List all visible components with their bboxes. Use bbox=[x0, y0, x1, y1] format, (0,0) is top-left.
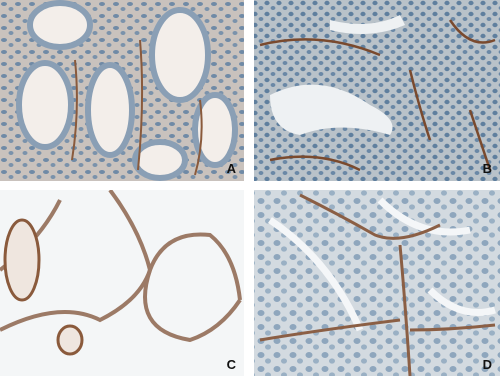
panel-b: B bbox=[254, 0, 500, 181]
panel-label: C bbox=[227, 357, 237, 372]
panel-a: A bbox=[0, 0, 244, 181]
panel-label: A bbox=[227, 161, 237, 176]
panel-c: C bbox=[0, 188, 244, 376]
panel-label: D bbox=[483, 357, 492, 372]
panel-d: D bbox=[254, 190, 500, 376]
gutter bbox=[0, 181, 500, 190]
panel-label: B bbox=[483, 161, 492, 176]
